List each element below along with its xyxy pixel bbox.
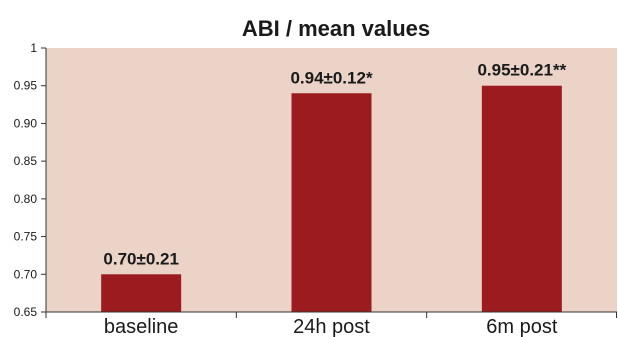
chart-title: ABI / mean values	[242, 16, 430, 41]
x-tick-label-0: baseline	[104, 316, 179, 337]
y-tick-label-2: 0.75	[14, 230, 38, 244]
x-axis: baseline 24h post 6m post	[45, 311, 617, 337]
y-tick-label-0: 0.65	[14, 305, 38, 319]
bar-1	[291, 93, 372, 312]
data-label-0: 0.70±0.21	[103, 249, 179, 268]
data-label-1: 0.94±0.12*	[290, 68, 373, 87]
bars-group	[101, 85, 562, 312]
bar-0	[101, 274, 182, 312]
x-tick-label-1: 24h post	[293, 316, 370, 337]
data-labels-group: 0.70±0.21 0.94±0.12* 0.95±0.21**	[103, 61, 566, 269]
y-tick-label-1: 0.70	[14, 267, 38, 281]
data-label-2: 0.95±0.21**	[477, 61, 566, 80]
y-tick-label-3: 0.80	[14, 192, 38, 206]
y-tick-label-5: 0.90	[14, 116, 38, 130]
y-tick-label-6: 0.95	[14, 79, 38, 93]
x-tick-label-2: 6m post	[486, 316, 558, 337]
bar-2	[481, 85, 562, 312]
y-axis: 0.65 0.70 0.75 0.80 0.85 0.90 0.95 1	[14, 41, 47, 319]
y-tick-label-4: 0.85	[14, 154, 38, 168]
y-tick-label-7: 1	[30, 41, 37, 55]
